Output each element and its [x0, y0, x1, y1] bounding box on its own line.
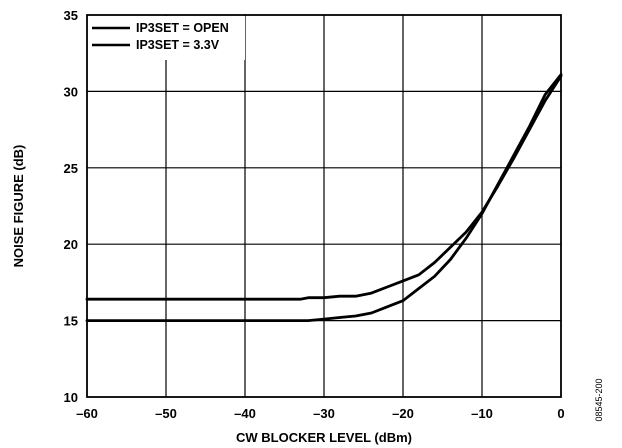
y-tick-label: 10 [64, 390, 78, 405]
x-tick-label: –50 [155, 406, 177, 421]
legend: IP3SET = OPEN IP3SET = 3.3V [87, 16, 245, 60]
x-tick-label: –20 [392, 406, 414, 421]
legend-box [87, 16, 245, 60]
series-line-ip3set-3v3 [85, 73, 563, 323]
x-tick-label: 0 [557, 406, 564, 421]
legend-label-ip3set-3v3: IP3SET = 3.3V [136, 38, 220, 52]
y-tick-label: 25 [64, 161, 78, 176]
grid-lines [87, 15, 561, 397]
x-axis-title: CW BLOCKER LEVEL (dBm) [236, 430, 412, 445]
y-tick-label: 30 [64, 84, 78, 99]
y-axis-title: NOISE FIGURE (dB) [11, 145, 26, 268]
series-layer [85, 73, 563, 323]
y-tick-labels: 10 15 20 25 30 35 [64, 8, 78, 405]
y-tick-label: 15 [64, 314, 78, 329]
x-tick-label: –60 [76, 406, 98, 421]
y-tick-label: 20 [64, 237, 78, 252]
y-tick-label: 35 [64, 8, 78, 23]
x-tick-label: –10 [471, 406, 493, 421]
x-tick-label: –40 [234, 406, 256, 421]
figure-id: 08545-200 [594, 378, 604, 421]
legend-label-ip3set-open: IP3SET = OPEN [136, 21, 229, 35]
x-tick-label: –30 [313, 406, 335, 421]
plot-frame [86, 14, 562, 398]
x-tick-labels: –60 –50 –40 –30 –20 –10 0 [76, 406, 564, 421]
